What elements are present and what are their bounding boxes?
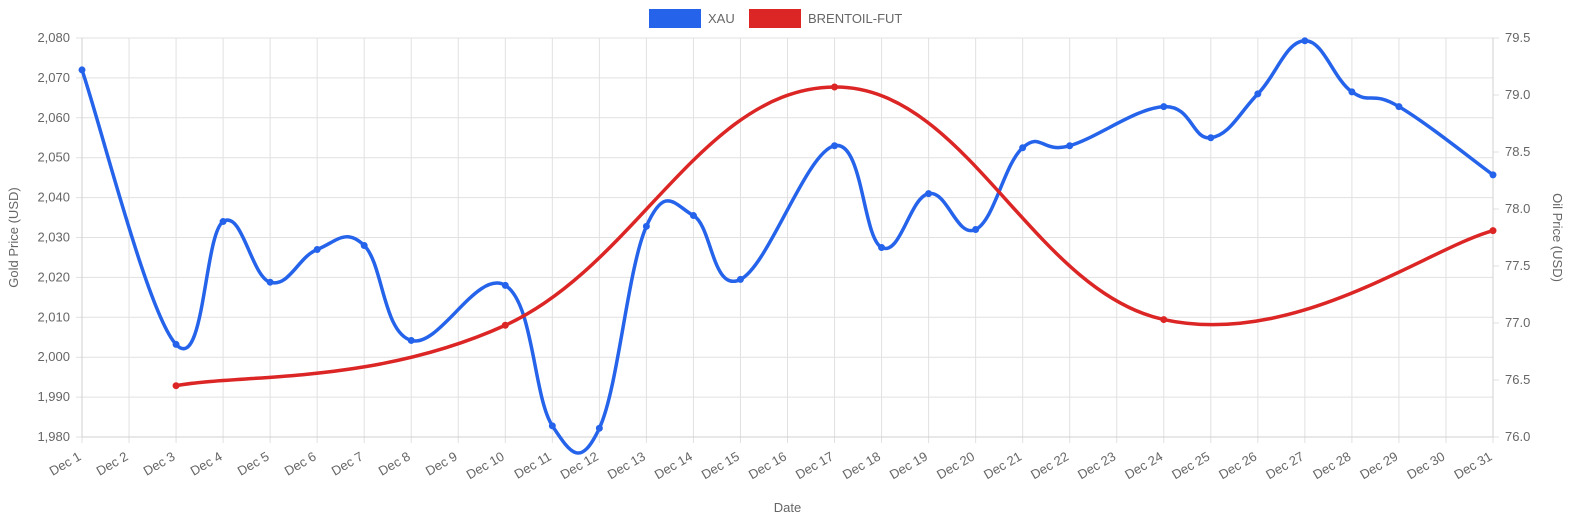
x-tick-label: Dec 24 bbox=[1122, 449, 1165, 483]
data-point-xau[interactable] bbox=[595, 424, 603, 432]
x-tick-label: Dec 19 bbox=[887, 449, 930, 483]
x-tick-label: Dec 20 bbox=[934, 449, 977, 483]
data-point-xau[interactable] bbox=[360, 241, 368, 249]
x-tick-label: Dec 6 bbox=[282, 449, 319, 479]
data-point-xau[interactable] bbox=[972, 226, 980, 234]
data-point-xau[interactable] bbox=[1019, 144, 1027, 152]
x-tick-label: Dec 30 bbox=[1404, 449, 1447, 483]
series bbox=[78, 37, 1497, 455]
y-left-tick-label: 2,030 bbox=[37, 230, 70, 245]
y-right-tick-label: 77.0 bbox=[1505, 315, 1530, 330]
data-point-xau[interactable] bbox=[1489, 171, 1497, 179]
x-tick-label: Dec 25 bbox=[1169, 449, 1212, 483]
x-tick-label: Dec 2 bbox=[94, 449, 131, 479]
x-tick-label: Dec 22 bbox=[1028, 449, 1071, 483]
legend-swatch-brentoil-fut[interactable] bbox=[749, 9, 801, 28]
x-tick-label: Dec 27 bbox=[1263, 449, 1306, 483]
legend-swatch-xau[interactable] bbox=[649, 9, 701, 28]
y-left-tick-label: 2,050 bbox=[37, 150, 70, 165]
data-point-brentoil-fut[interactable] bbox=[1489, 227, 1497, 235]
data-point-brentoil-fut[interactable] bbox=[831, 83, 839, 91]
y-left-tick-label: 2,060 bbox=[37, 110, 70, 125]
x-tick-label: Dec 11 bbox=[511, 449, 553, 482]
x-tick-label: Dec 28 bbox=[1310, 449, 1353, 483]
data-point-xau[interactable] bbox=[736, 275, 744, 283]
data-point-xau[interactable] bbox=[831, 142, 839, 150]
y-left-tick-label: 2,080 bbox=[37, 30, 70, 45]
y-right-tick-label: 76.0 bbox=[1505, 429, 1530, 444]
data-point-xau[interactable] bbox=[219, 218, 227, 226]
x-tick-label: Dec 14 bbox=[652, 449, 695, 483]
x-tick-label: Dec 26 bbox=[1216, 449, 1259, 483]
y-right-tick-label: 78.5 bbox=[1505, 144, 1530, 159]
data-point-xau[interactable] bbox=[1301, 37, 1309, 45]
data-point-xau[interactable] bbox=[172, 340, 180, 348]
y-axis-left-title: Gold Price (USD) bbox=[6, 187, 21, 287]
legend[interactable]: XAU BRENTOIL-FUT bbox=[649, 9, 902, 28]
y-left-tick-label: 2,000 bbox=[37, 349, 70, 364]
x-tick-label: Dec 15 bbox=[699, 449, 742, 483]
y-left-tick-label: 1,990 bbox=[37, 389, 70, 404]
data-point-brentoil-fut[interactable] bbox=[501, 321, 509, 329]
data-point-xau[interactable] bbox=[548, 422, 556, 430]
grid bbox=[76, 37, 1499, 443]
data-point-xau[interactable] bbox=[1066, 142, 1074, 150]
x-tick-label: Dec 17 bbox=[793, 449, 836, 483]
x-tick-label: Dec 9 bbox=[423, 449, 460, 479]
data-point-xau[interactable] bbox=[407, 336, 415, 344]
x-tick-label: Dec 8 bbox=[376, 449, 413, 479]
x-tick-label: Dec 7 bbox=[329, 449, 366, 479]
x-tick-label: Dec 18 bbox=[840, 449, 883, 483]
x-axis-title: Date bbox=[774, 500, 801, 515]
data-point-xau[interactable] bbox=[1254, 90, 1262, 98]
x-tick-label: Dec 1 bbox=[47, 449, 84, 479]
data-point-xau[interactable] bbox=[878, 243, 886, 251]
data-point-xau[interactable] bbox=[1207, 134, 1215, 142]
y-left-tick-label: 2,070 bbox=[37, 70, 70, 85]
data-point-xau[interactable] bbox=[1395, 103, 1403, 111]
y-right-tick-label: 76.5 bbox=[1505, 372, 1530, 387]
legend-label-xau[interactable]: XAU bbox=[708, 11, 735, 26]
y-left-tick-label: 2,020 bbox=[37, 269, 70, 284]
y-right-tick-label: 79.0 bbox=[1505, 87, 1530, 102]
data-point-xau[interactable] bbox=[1160, 103, 1168, 111]
series-line-xau[interactable] bbox=[80, 39, 1495, 455]
y-left-tick-label: 2,010 bbox=[37, 309, 70, 324]
y-left-tick-label: 1,980 bbox=[37, 429, 70, 444]
y-right-tick-label: 79.5 bbox=[1505, 30, 1530, 45]
y-right-tick-label: 77.5 bbox=[1505, 258, 1530, 273]
data-point-brentoil-fut[interactable] bbox=[172, 382, 180, 390]
x-tick-label: Dec 10 bbox=[464, 449, 507, 483]
data-point-brentoil-fut[interactable] bbox=[1160, 316, 1168, 324]
data-point-xau[interactable] bbox=[642, 222, 650, 230]
data-point-xau[interactable] bbox=[78, 66, 86, 74]
x-tick-label: Dec 31 bbox=[1451, 449, 1494, 483]
data-point-xau[interactable] bbox=[266, 278, 274, 286]
y-right-tick-label: 78.0 bbox=[1505, 201, 1530, 216]
x-tick-label: Dec 16 bbox=[746, 449, 789, 483]
data-point-xau[interactable] bbox=[689, 212, 697, 220]
y-axis-right-title: Oil Price (USD) bbox=[1550, 193, 1565, 282]
x-tick-label: Dec 5 bbox=[235, 449, 272, 479]
data-point-xau[interactable] bbox=[925, 190, 933, 198]
legend-label-brentoil-fut[interactable]: BRENTOIL-FUT bbox=[808, 11, 902, 26]
x-tick-label: Dec 21 bbox=[981, 449, 1024, 483]
x-tick-label: Dec 13 bbox=[605, 449, 648, 483]
y-left-tick-label: 2,040 bbox=[37, 190, 70, 205]
x-tick-label: Dec 3 bbox=[141, 449, 178, 479]
data-point-xau[interactable] bbox=[501, 281, 509, 289]
x-tick-label: Dec 23 bbox=[1075, 449, 1118, 483]
data-point-xau[interactable] bbox=[1348, 88, 1356, 96]
x-tick-label: Dec 29 bbox=[1357, 449, 1400, 483]
data-point-xau[interactable] bbox=[313, 245, 321, 253]
x-tick-label: Dec 4 bbox=[188, 449, 225, 479]
